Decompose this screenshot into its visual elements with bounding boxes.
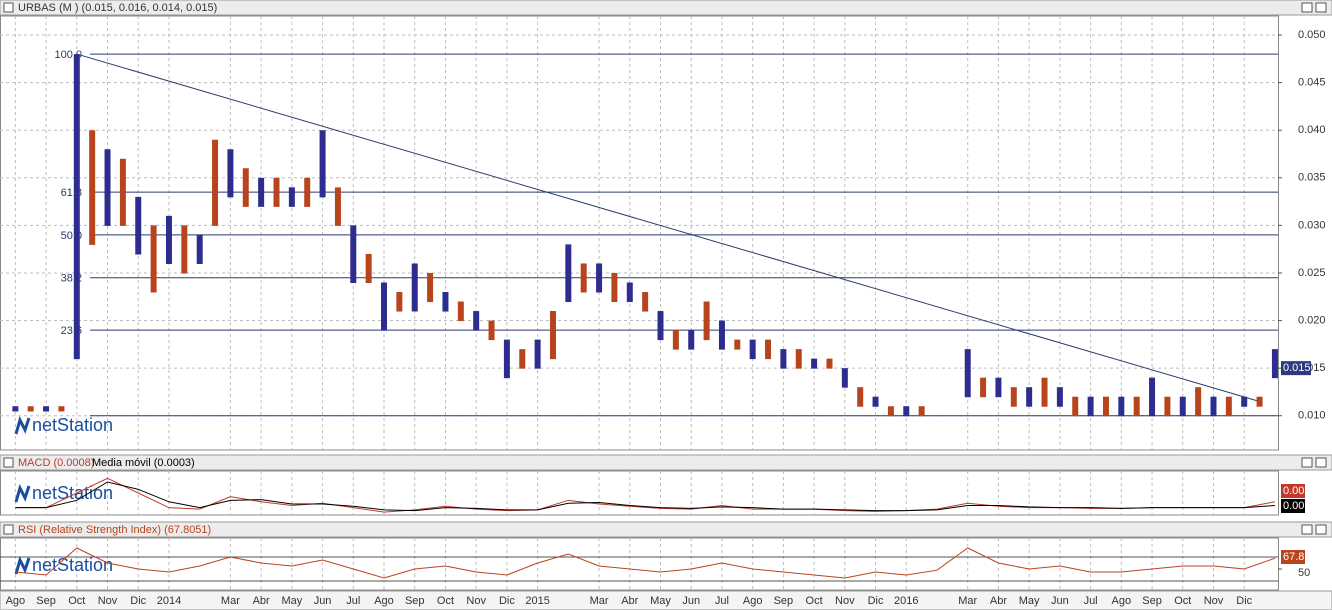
x-tick-label: Ago [1112,595,1132,607]
logo-icon [14,555,31,575]
macd-frame [0,470,1279,516]
logo-icon [14,483,31,503]
close-button[interactable] [1315,457,1327,468]
macd-header [0,454,1332,471]
y-tick-label: 0.020 [1298,314,1326,326]
x-tick-label: Nov [98,595,118,607]
value-box [1281,550,1305,564]
watermark: netStation [32,483,113,503]
x-tick-label: 2015 [525,595,549,607]
x-tick-label: Oct [1174,595,1191,607]
last-price-label: 0.015 [1283,362,1311,374]
value-label: 67.81 [1283,551,1311,563]
x-tick-label: Oct [437,595,454,607]
value-label: 0.00 [1283,485,1304,497]
x-tick-label: Dic [1236,595,1252,607]
last-price-box [1281,361,1311,376]
x-tick-label: May [1019,595,1040,607]
x-tick-label: Mar [221,595,240,607]
x-axis-bar [0,590,1332,610]
logo-icon [14,415,31,435]
x-tick-label: Sep [774,595,794,607]
y-tick-label: 0.040 [1298,124,1326,136]
panel-icon [3,524,14,535]
x-tick-label: Oct [806,595,823,607]
value-box [1281,484,1305,498]
rsi-header [0,521,1332,538]
close-button[interactable] [1315,524,1327,535]
x-tick-label: May [281,595,302,607]
y-tick-label: 50 [1298,567,1310,579]
y-tick-label: 0.030 [1298,219,1326,231]
x-tick-label: Jul [1084,595,1098,607]
window-buttons[interactable] [1301,2,1327,535]
x-tick-label: 2014 [157,595,181,607]
x-tick-label: Sep [405,595,425,607]
legend-entry: Media móvil (0.0003) [92,457,195,469]
x-tick-label: Sep [1142,595,1162,607]
chart-title: URBAS (M ) (0.015, 0.016, 0.014, 0.015) [18,2,217,14]
x-tick-label: Dic [868,595,884,607]
x-tick-label: Ago [374,595,394,607]
restore-button[interactable] [1301,2,1313,13]
x-tick-label: 2016 [894,595,918,607]
watermark: netStation [32,555,113,575]
x-tick-label: Nov [1204,595,1224,607]
x-tick-label: Dic [130,595,146,607]
x-tick-label: Nov [835,595,855,607]
legend-entry: RSI (Relative Strength Index) (67.8051) [18,524,211,536]
y-tick-label: 0.050 [1298,29,1326,41]
close-button[interactable] [1315,2,1327,13]
x-tick-label: Jun [314,595,332,607]
restore-button[interactable] [1301,457,1313,468]
watermark: netStation [32,415,113,435]
legend-entry: MACD (0.0008) [18,457,94,469]
value-box [1281,499,1305,513]
x-tick-label: May [650,595,671,607]
x-tick-label: Mar [958,595,977,607]
x-tick-label: Abr [621,595,638,607]
x-tick-label: Nov [466,595,486,607]
x-tick-label: Ago [743,595,763,607]
x-tick-label: Mar [590,595,609,607]
panel-icon [3,2,14,13]
y-tick-label: 0.045 [1298,77,1326,89]
price-header [0,0,1332,16]
panel-icon [3,457,14,468]
price-frame [0,15,1279,451]
x-tick-label: Abr [253,595,270,607]
x-tick-label: Abr [990,595,1007,607]
y-tick-label: 0.035 [1298,172,1326,184]
x-tick-label: Oct [68,595,85,607]
x-tick-label: Sep [36,595,56,607]
x-tick-label: Ago [6,595,26,607]
value-label: 0.00 [1283,500,1304,512]
y-tick-label: 0.025 [1298,267,1326,279]
x-tick-label: Jun [1051,595,1069,607]
indicator-line [15,547,1276,579]
y-tick-label: 0.010 [1298,410,1326,422]
restore-button[interactable] [1301,524,1313,535]
trendline [76,53,1260,402]
x-tick-label: Jul [715,595,729,607]
x-tick-label: Dic [499,595,515,607]
indicator-line [15,481,1275,512]
x-tick-label: Jun [682,595,700,607]
x-tick-label: Jul [346,595,360,607]
rsi-frame [0,537,1279,591]
